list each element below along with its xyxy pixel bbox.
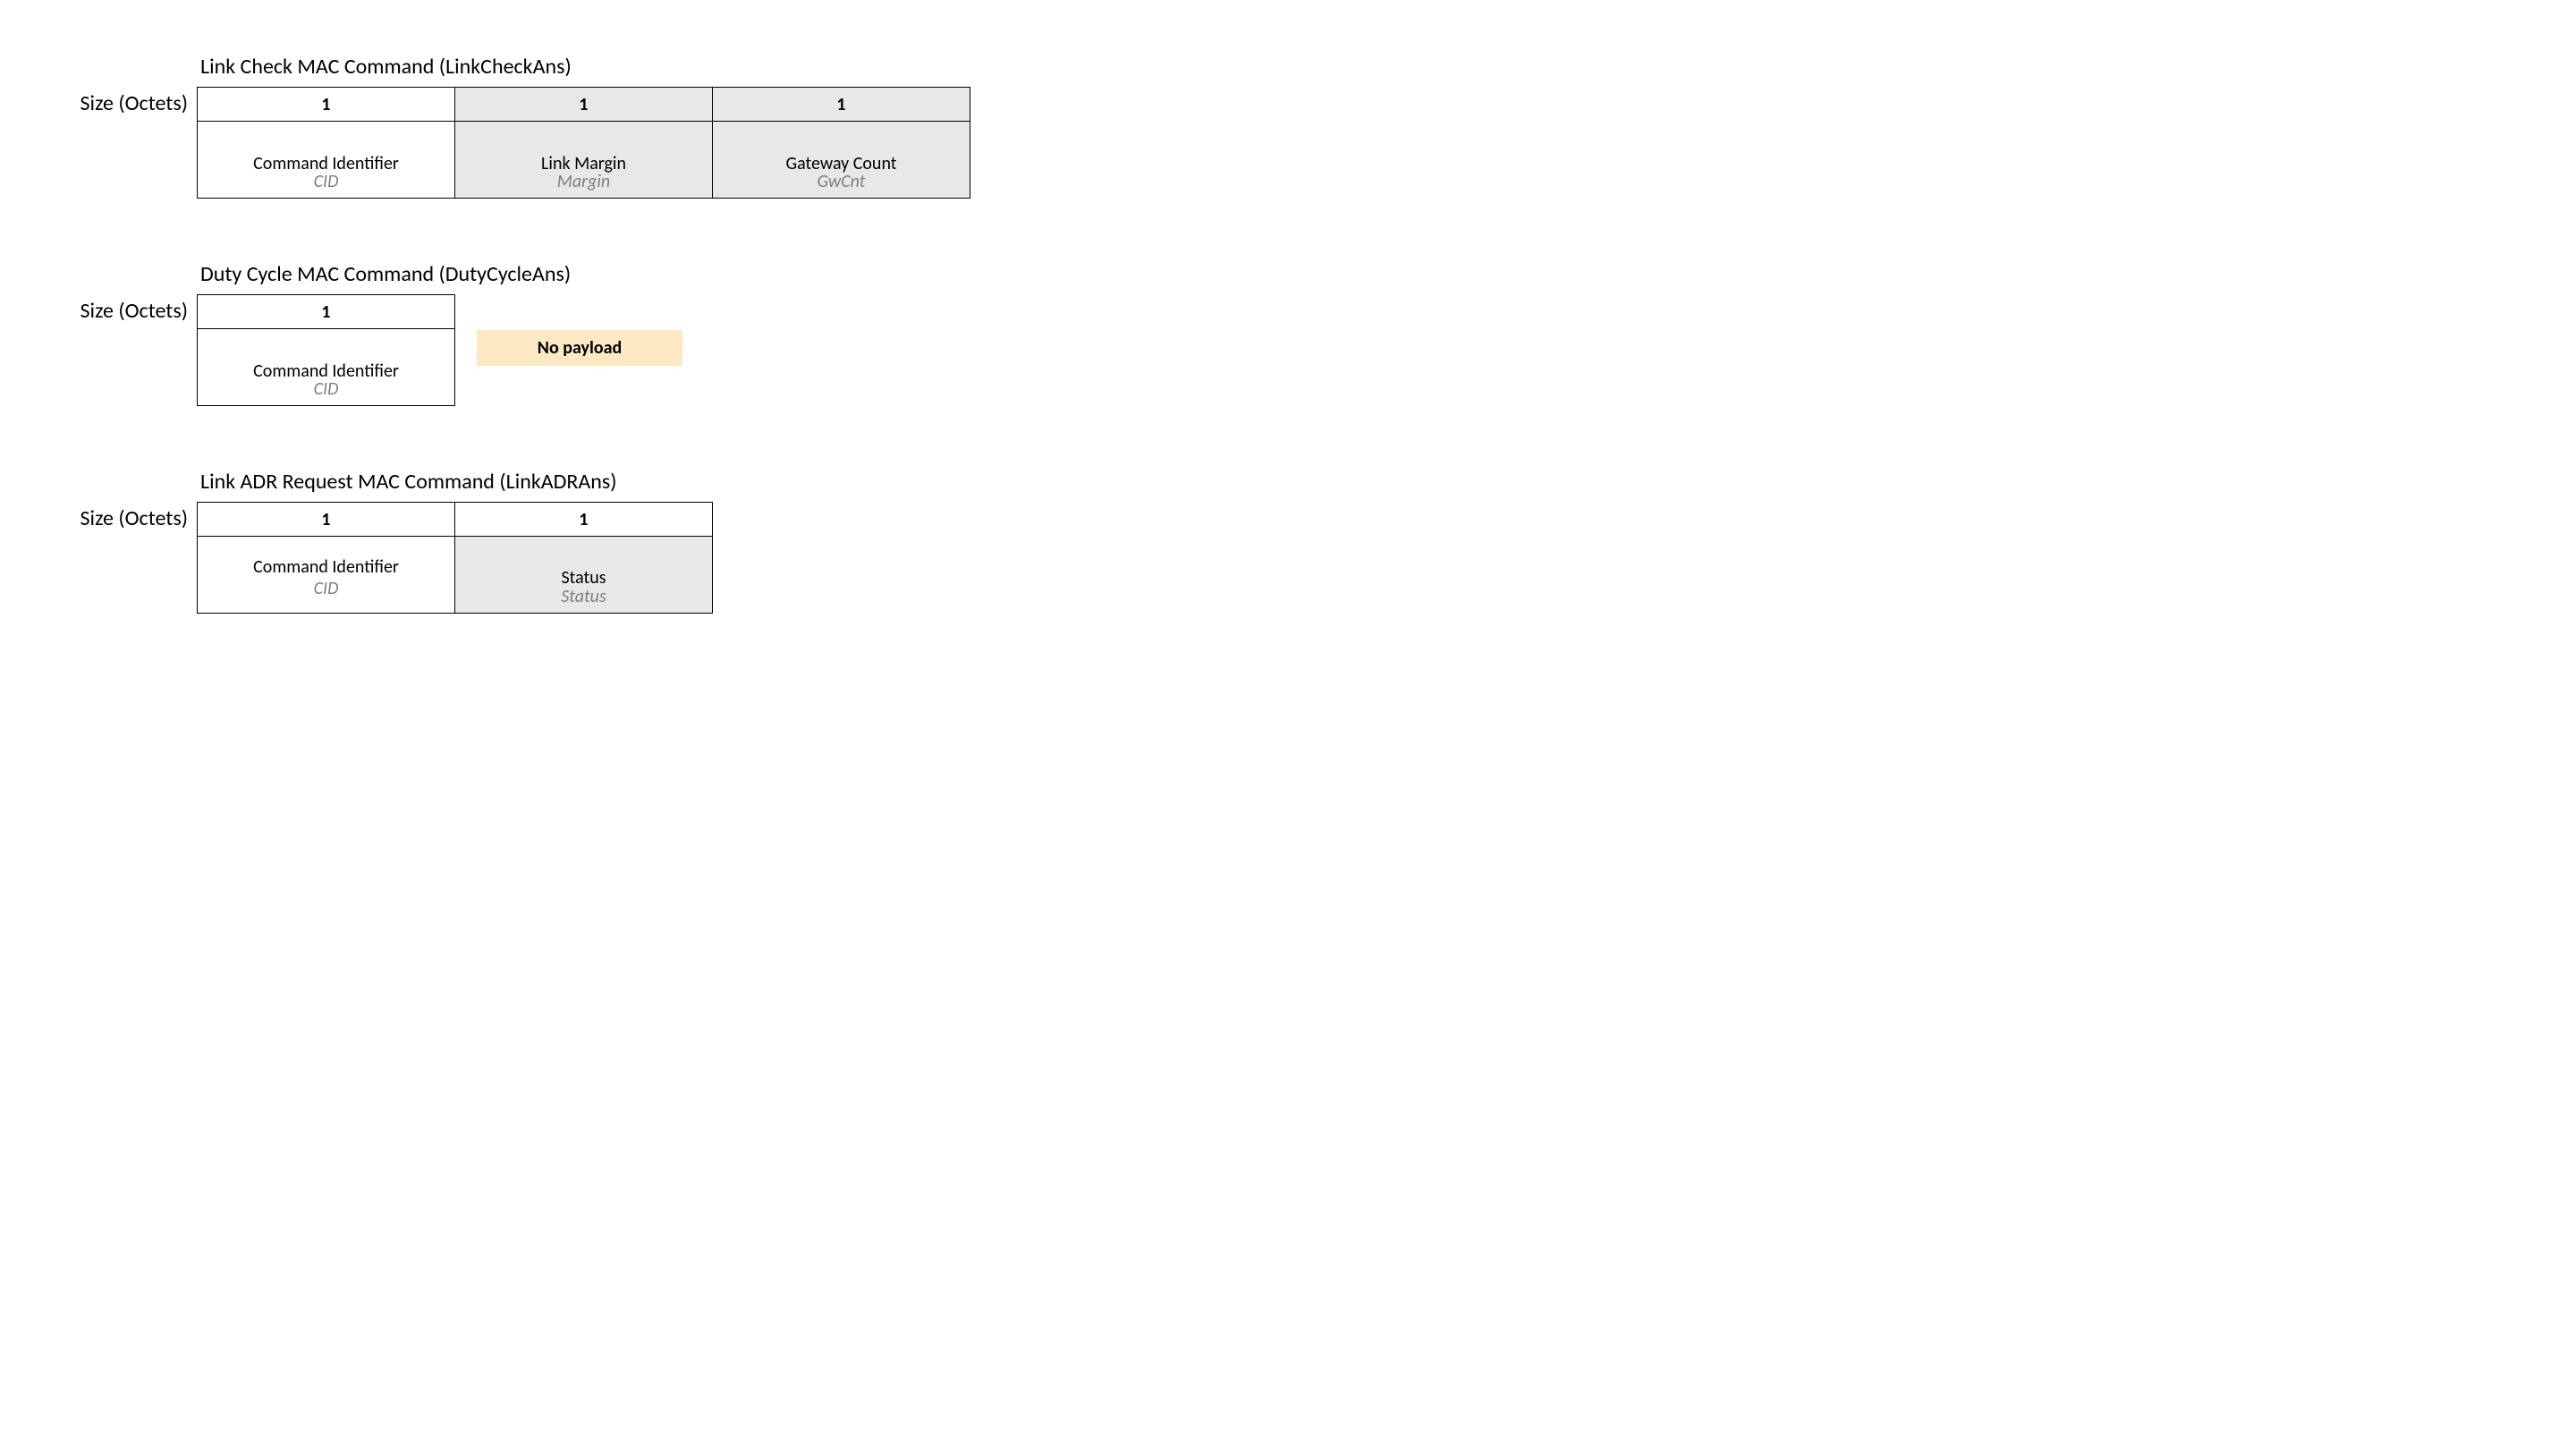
field-name: Command Identifier [198, 551, 454, 578]
section1-diagram: Size (Octets) 1 1 1 Command Identifier C… [63, 87, 2513, 199]
field-cell-gwcnt: Gateway Count GwCnt [713, 122, 970, 199]
section2-table-container: 1 Command Identifier CID No payload [197, 294, 682, 406]
field-abbrev: Status [455, 586, 712, 607]
section3-title: Link ADR Request MAC Command (LinkADRAns… [200, 469, 2513, 495]
field-cell-cid: Command Identifier CID [198, 537, 455, 614]
field-name: Link Margin [455, 146, 712, 174]
section2-title: Duty Cycle MAC Command (DutyCycleAns) [200, 261, 2513, 287]
size-cell: 1 [455, 88, 713, 122]
field-name: Gateway Count [713, 146, 970, 174]
table-row: 1 [198, 295, 455, 329]
size-cell: 1 [455, 503, 713, 537]
table-row: 1 1 [198, 503, 713, 537]
table-row: Command Identifier CID Status Status [198, 537, 713, 614]
field-abbrev: CID [198, 578, 454, 599]
field-name: Command Identifier [198, 146, 454, 174]
field-cell-margin: Link Margin Margin [455, 122, 713, 199]
section-linkcheckans: Link Check MAC Command (LinkCheckAns) Si… [63, 54, 2513, 199]
field-name: Command Identifier [198, 353, 454, 382]
section1-table-container: 1 1 1 Command Identifier CID Link Margin… [197, 87, 970, 199]
section3-diagram: Size (Octets) 1 1 Command Identifier CID… [63, 502, 2513, 614]
section-linkadrans: Link ADR Request MAC Command (LinkADRAns… [63, 469, 2513, 614]
section2-row-label: Size (Octets) [63, 294, 197, 324]
field-cell-status: Status Status [455, 537, 713, 614]
table-row: Command Identifier CID Link Margin Margi… [198, 122, 970, 199]
section-dutycycleans: Duty Cycle MAC Command (DutyCycleAns) Si… [63, 261, 2513, 406]
field-cell-cid: Command Identifier CID [198, 122, 455, 199]
section1-title: Link Check MAC Command (LinkCheckAns) [200, 54, 2513, 80]
section2-table: 1 Command Identifier CID [197, 294, 455, 406]
section2-diagram: Size (Octets) 1 Command Identifier CID N… [63, 294, 2513, 406]
field-abbrev: Margin [455, 171, 712, 192]
section3-table: 1 1 Command Identifier CID Status Status [197, 502, 713, 614]
section3-table-container: 1 1 Command Identifier CID Status Status [197, 502, 713, 614]
no-payload-box: No payload [477, 330, 682, 366]
section3-row-label: Size (Octets) [63, 502, 197, 531]
table-row: Command Identifier CID [198, 329, 455, 406]
field-abbrev: GwCnt [713, 171, 970, 192]
size-cell: 1 [198, 503, 455, 537]
size-cell: 1 [198, 295, 455, 329]
field-abbrev: CID [198, 378, 454, 400]
section1-row-label: Size (Octets) [63, 87, 197, 116]
table-row: 1 1 1 [198, 88, 970, 122]
size-cell: 1 [198, 88, 455, 122]
field-name: Status [455, 562, 712, 589]
section1-table: 1 1 1 Command Identifier CID Link Margin… [197, 87, 970, 199]
field-abbrev: CID [198, 171, 454, 192]
field-cell-cid: Command Identifier CID [198, 329, 455, 406]
size-cell: 1 [713, 88, 970, 122]
